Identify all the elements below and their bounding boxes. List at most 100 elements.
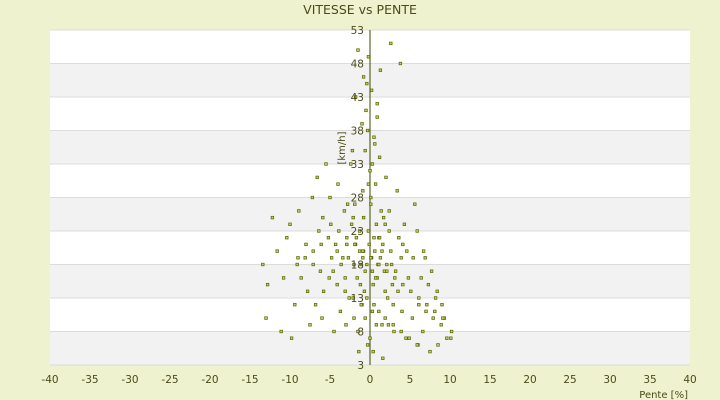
data-point: [366, 182, 371, 186]
data-point: [345, 202, 350, 206]
data-point: [281, 276, 286, 280]
y-tick-label: 3: [357, 360, 364, 372]
data-point: [347, 296, 351, 300]
data-point: [351, 296, 355, 300]
data-point: [410, 316, 415, 320]
data-point: [449, 336, 453, 340]
data-point: [405, 249, 409, 253]
data-point: [361, 249, 365, 253]
data-point: [329, 256, 334, 260]
data-point: [397, 236, 401, 240]
data-point: [369, 88, 374, 92]
data-point: [345, 242, 349, 247]
data-point: [365, 128, 370, 133]
x-tick-label: -20: [201, 374, 218, 386]
data-point: [305, 289, 310, 293]
x-tick-labels: -40 -35 -30 -25 -20 -15 -10 -5 0 5 10 15 20 25 30 35 40: [41, 374, 696, 386]
data-point: [368, 169, 372, 173]
data-point: [377, 262, 381, 267]
data-point: [327, 276, 331, 280]
data-point: [373, 142, 377, 146]
data-point: [315, 175, 319, 180]
data-point: [346, 256, 351, 260]
data-point: [370, 269, 375, 273]
data-point: [356, 329, 360, 334]
data-point: [441, 316, 445, 320]
data-point: [428, 349, 432, 354]
y-tick-label: 38: [351, 126, 364, 138]
data-point: [365, 262, 369, 267]
data-point: [318, 269, 323, 273]
x-tick-label: -10: [281, 374, 298, 386]
data-point: [288, 222, 292, 226]
data-point: [381, 215, 386, 220]
data-point: [390, 282, 395, 287]
data-point: [378, 256, 383, 260]
y-tick-label: 28: [351, 193, 364, 205]
data-point: [372, 303, 376, 307]
data-point: [332, 329, 336, 334]
data-point: [389, 249, 393, 253]
data-point: [368, 336, 372, 340]
data-point: [296, 256, 300, 260]
data-point: [363, 316, 367, 320]
data-point: [336, 182, 340, 186]
data-point: [391, 323, 395, 327]
x-tick-label: 30: [603, 374, 616, 386]
data-point: [321, 289, 326, 293]
data-point: [279, 329, 283, 334]
x-tick-label: -5: [325, 374, 335, 386]
x-tick-label: 10: [443, 374, 456, 386]
data-point: [407, 336, 411, 340]
data-point: [374, 222, 379, 226]
data-point: [415, 229, 419, 233]
data-point: [261, 262, 265, 267]
data-point: [293, 303, 297, 307]
data-point: [353, 242, 357, 247]
y-tick-label: 33: [351, 159, 364, 171]
data-point: [372, 135, 376, 139]
data-point: [365, 296, 369, 300]
data-point: [383, 222, 387, 226]
data-point: [353, 202, 357, 206]
data-point: [383, 316, 387, 320]
data-point: [395, 189, 399, 193]
data-point: [349, 162, 353, 166]
data-point: [338, 309, 343, 314]
y-tick-label: 53: [351, 25, 364, 37]
data-point: [380, 323, 384, 327]
data-point: [379, 209, 383, 213]
data-point: [328, 195, 332, 200]
x-tick-label: 5: [407, 374, 414, 386]
data-point: [399, 256, 403, 260]
data-point: [289, 336, 294, 340]
data-point: [361, 256, 365, 260]
data-point: [399, 329, 403, 334]
data-point: [385, 269, 389, 273]
data-point: [383, 289, 387, 293]
data-point: [385, 262, 389, 267]
data-point: [400, 309, 404, 314]
data-point: [297, 209, 301, 213]
data-point: [329, 222, 333, 226]
data-point: [391, 303, 395, 307]
data-point: [380, 249, 384, 253]
data-point: [341, 256, 345, 260]
data-point: [304, 242, 308, 247]
data-point: [337, 229, 341, 233]
data-point: [339, 262, 343, 267]
data-point: [396, 289, 400, 293]
data-point: [381, 356, 385, 360]
data-point: [350, 148, 355, 153]
data-point: [343, 289, 347, 293]
data-point: [356, 48, 360, 52]
data-point: [419, 276, 423, 280]
data-point: [363, 148, 367, 153]
x-tick-label: 20: [523, 374, 536, 386]
data-point: [275, 249, 279, 253]
data-point: [433, 309, 437, 314]
data-point: [398, 61, 403, 66]
data-point: [365, 81, 369, 86]
